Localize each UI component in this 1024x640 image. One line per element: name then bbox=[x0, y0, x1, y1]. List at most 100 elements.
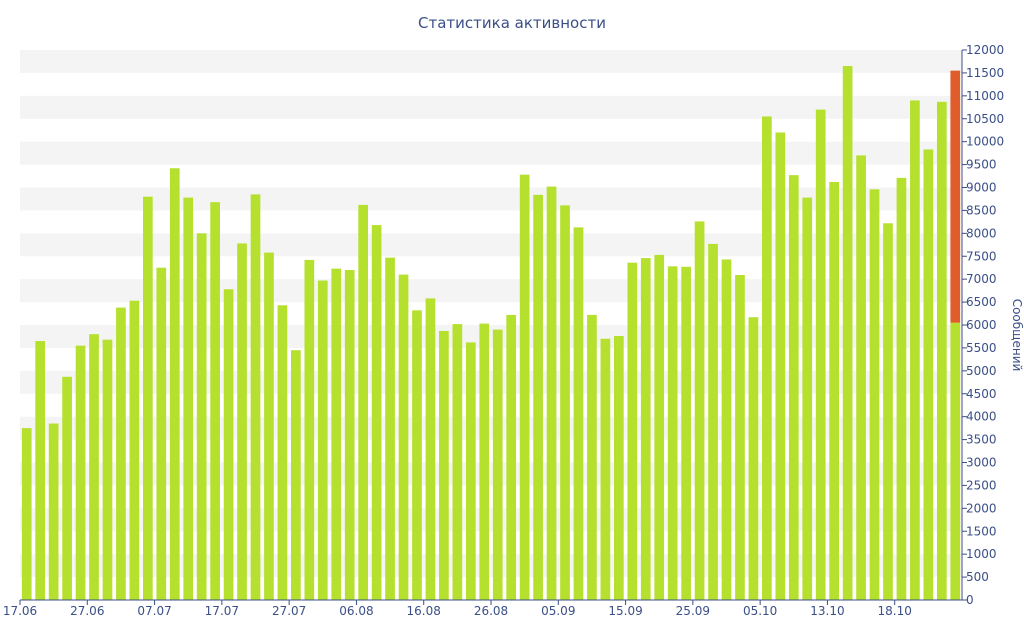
y-tick-label: 5000 bbox=[966, 364, 997, 378]
y-tick-label: 5500 bbox=[966, 341, 997, 355]
bar bbox=[802, 197, 813, 601]
bar bbox=[533, 194, 543, 601]
bar bbox=[492, 329, 503, 600]
bar bbox=[75, 345, 86, 600]
x-tick-label: 27.07 bbox=[272, 604, 306, 618]
bar bbox=[102, 339, 113, 600]
bar bbox=[62, 376, 72, 600]
y-tick-label: 9500 bbox=[966, 158, 997, 172]
bar bbox=[923, 149, 934, 601]
bar bbox=[815, 109, 826, 600]
bar bbox=[883, 223, 893, 600]
bar bbox=[788, 175, 799, 600]
bar bbox=[667, 266, 678, 600]
y-tick-label: 6000 bbox=[966, 318, 997, 332]
bar bbox=[452, 324, 463, 600]
bar bbox=[869, 189, 880, 601]
x-tick-label: 17.07 bbox=[205, 604, 239, 618]
bar bbox=[237, 243, 247, 600]
y-tick-label: 1000 bbox=[966, 547, 997, 561]
bar bbox=[331, 268, 342, 600]
y-tick-label: 7000 bbox=[966, 272, 997, 286]
x-tick-label: 13.10 bbox=[810, 604, 844, 618]
y-tick-label: 500 bbox=[966, 570, 989, 584]
bar bbox=[223, 289, 234, 600]
grid-band bbox=[20, 141, 962, 165]
bar bbox=[936, 101, 947, 601]
grid-band bbox=[20, 95, 962, 119]
y-tick-label: 9000 bbox=[966, 181, 997, 195]
y-tick-label: 8000 bbox=[966, 226, 997, 240]
bar bbox=[896, 177, 907, 600]
bar bbox=[169, 168, 180, 600]
bar bbox=[371, 225, 382, 601]
x-tick-label: 05.09 bbox=[541, 604, 575, 618]
y-tick-label: 2500 bbox=[966, 478, 997, 492]
grid-band bbox=[20, 50, 962, 73]
y-tick-label: 12000 bbox=[966, 43, 1004, 57]
y-tick-label: 3500 bbox=[966, 433, 997, 447]
bar-highlight bbox=[950, 70, 961, 323]
y-tick-label: 11500 bbox=[966, 66, 1004, 80]
bar bbox=[210, 202, 220, 600]
bar bbox=[546, 186, 557, 601]
bar bbox=[48, 423, 59, 600]
bar bbox=[385, 257, 395, 600]
x-tick-label: 17.06 bbox=[3, 604, 37, 618]
bar bbox=[317, 280, 328, 600]
x-tick-label: 27.06 bbox=[70, 604, 104, 618]
x-tick-label: 05.10 bbox=[743, 604, 777, 618]
y-tick-label: 10500 bbox=[966, 112, 1004, 126]
bar bbox=[856, 155, 866, 600]
y-tick-label: 8500 bbox=[966, 203, 997, 217]
bar bbox=[398, 274, 409, 600]
bar bbox=[573, 227, 584, 600]
bar bbox=[21, 428, 32, 600]
bar bbox=[735, 275, 745, 600]
bar bbox=[358, 204, 369, 600]
x-tick-label: 16.08 bbox=[407, 604, 441, 618]
bar bbox=[519, 174, 530, 600]
bar bbox=[842, 66, 853, 600]
y-tick-label: 2000 bbox=[966, 501, 997, 515]
bar bbox=[479, 323, 490, 600]
bar bbox=[89, 334, 99, 600]
y-axis-label: Сообщений bbox=[1010, 299, 1024, 372]
bar bbox=[156, 267, 167, 600]
bar bbox=[654, 254, 665, 600]
y-tick-label: 11000 bbox=[966, 89, 1004, 103]
y-tick-label: 3000 bbox=[966, 456, 997, 470]
bar bbox=[721, 259, 732, 600]
bar bbox=[762, 116, 772, 600]
bar bbox=[681, 266, 691, 600]
bar bbox=[829, 182, 840, 600]
bar bbox=[600, 338, 611, 600]
y-tick-label: 1500 bbox=[966, 524, 997, 538]
bar bbox=[587, 314, 597, 600]
bar bbox=[412, 310, 422, 600]
y-tick-label: 7500 bbox=[966, 249, 997, 263]
y-tick-label: 0 bbox=[966, 593, 974, 607]
bar bbox=[950, 322, 961, 600]
bar bbox=[264, 252, 274, 601]
bar bbox=[748, 317, 759, 600]
x-tick-label: 26.08 bbox=[474, 604, 508, 618]
y-tick-label: 4000 bbox=[966, 410, 997, 424]
x-tick-label: 07.07 bbox=[137, 604, 171, 618]
bar bbox=[640, 258, 651, 600]
bar bbox=[142, 196, 153, 600]
bar bbox=[344, 270, 355, 600]
bar bbox=[439, 330, 449, 600]
bar bbox=[613, 336, 624, 600]
bar bbox=[183, 197, 194, 601]
y-tick-label: 4500 bbox=[966, 387, 997, 401]
bar bbox=[775, 132, 786, 600]
bar bbox=[250, 194, 261, 600]
bar bbox=[291, 350, 301, 600]
bar bbox=[304, 259, 315, 600]
bar bbox=[627, 262, 638, 600]
x-tick-label: 25.09 bbox=[676, 604, 710, 618]
bar bbox=[708, 243, 718, 600]
